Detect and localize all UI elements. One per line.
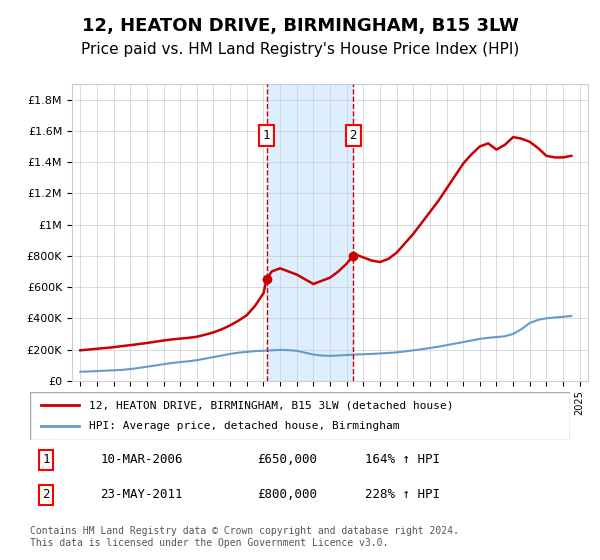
Text: 1: 1 — [43, 454, 50, 466]
Text: 12, HEATON DRIVE, BIRMINGHAM, B15 3LW: 12, HEATON DRIVE, BIRMINGHAM, B15 3LW — [82, 17, 518, 35]
Text: 2: 2 — [43, 488, 50, 501]
Text: HPI: Average price, detached house, Birmingham: HPI: Average price, detached house, Birm… — [89, 421, 400, 431]
Text: 10-MAR-2006: 10-MAR-2006 — [100, 454, 182, 466]
Text: 164% ↑ HPI: 164% ↑ HPI — [365, 454, 440, 466]
FancyBboxPatch shape — [30, 392, 570, 440]
Bar — [266, 84, 353, 381]
Text: Price paid vs. HM Land Registry's House Price Index (HPI): Price paid vs. HM Land Registry's House … — [81, 42, 519, 57]
Text: 2: 2 — [349, 129, 357, 142]
Text: 228% ↑ HPI: 228% ↑ HPI — [365, 488, 440, 501]
Text: £650,000: £650,000 — [257, 454, 317, 466]
Text: 1: 1 — [263, 129, 271, 142]
Text: 23-MAY-2011: 23-MAY-2011 — [100, 488, 182, 501]
Text: £800,000: £800,000 — [257, 488, 317, 501]
Text: Contains HM Land Registry data © Crown copyright and database right 2024.
This d: Contains HM Land Registry data © Crown c… — [30, 526, 459, 548]
Text: 12, HEATON DRIVE, BIRMINGHAM, B15 3LW (detached house): 12, HEATON DRIVE, BIRMINGHAM, B15 3LW (d… — [89, 400, 454, 410]
